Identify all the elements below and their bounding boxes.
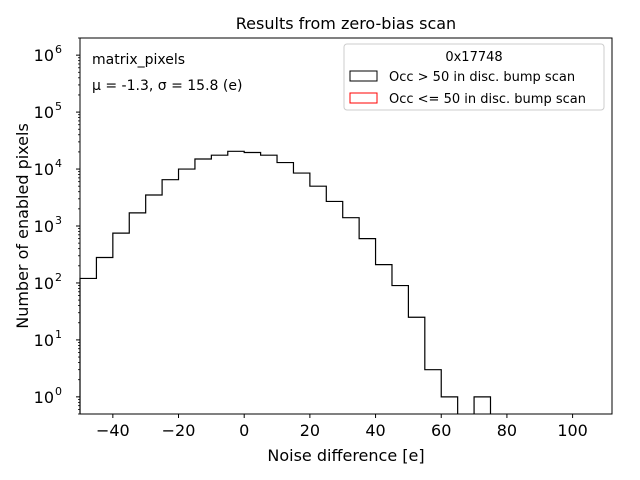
annotation-dataset-name: matrix_pixels bbox=[92, 52, 185, 68]
x-tick-label: 0 bbox=[239, 421, 249, 440]
y-tick-label: 10 bbox=[34, 274, 54, 293]
y-tick-exponent: 3 bbox=[55, 214, 62, 227]
legend-frame bbox=[343, 43, 605, 111]
legend: 0x17748 Occ > 50 in disc. bump scan Occ … bbox=[343, 43, 605, 111]
y-tick-exponent: 5 bbox=[55, 100, 62, 113]
histogram-step-outline bbox=[79, 150, 492, 414]
x-axis: −40 −20 0 20 40 60 80 100 bbox=[96, 414, 588, 440]
x-axis-label: Noise difference [e] bbox=[267, 446, 424, 465]
legend-label-occ-le-50: Occ <= 50 in disc. bump scan bbox=[389, 92, 586, 107]
legend-swatch-occ-le-50 bbox=[349, 92, 378, 104]
y-tick-exponent: 6 bbox=[55, 43, 62, 56]
x-tick-label: 40 bbox=[365, 421, 385, 440]
annotation-statistics: μ = -1.3, σ = 15.8 (e) bbox=[92, 78, 242, 94]
x-tick-label: −40 bbox=[96, 421, 130, 440]
x-tick-label: 80 bbox=[497, 421, 517, 440]
y-axis-label: Number of enabled pixels bbox=[13, 123, 32, 329]
y-tick-label: 10 bbox=[34, 46, 54, 65]
y-tick-label: 10 bbox=[34, 103, 54, 122]
y-tick-label: 10 bbox=[34, 331, 54, 350]
x-tick-label: 20 bbox=[300, 421, 320, 440]
legend-swatch-occ-gt-50 bbox=[349, 70, 378, 82]
y-tick-label: 10 bbox=[34, 160, 54, 179]
legend-title: 0x17748 bbox=[445, 50, 502, 65]
y-tick-label: 10 bbox=[34, 217, 54, 236]
y-tick-exponent: 0 bbox=[55, 385, 62, 398]
legend-label-occ-gt-50: Occ > 50 in disc. bump scan bbox=[389, 70, 575, 85]
chart-title: Results from zero-bias scan bbox=[236, 14, 456, 33]
x-tick-label: 100 bbox=[557, 421, 588, 440]
y-tick-exponent: 1 bbox=[55, 328, 62, 341]
x-tick-label: 60 bbox=[431, 421, 451, 440]
y-tick-exponent: 4 bbox=[55, 157, 62, 170]
y-tick-exponent: 2 bbox=[55, 271, 62, 284]
x-tick-label: −20 bbox=[162, 421, 196, 440]
y-tick-label: 10 bbox=[34, 388, 54, 407]
